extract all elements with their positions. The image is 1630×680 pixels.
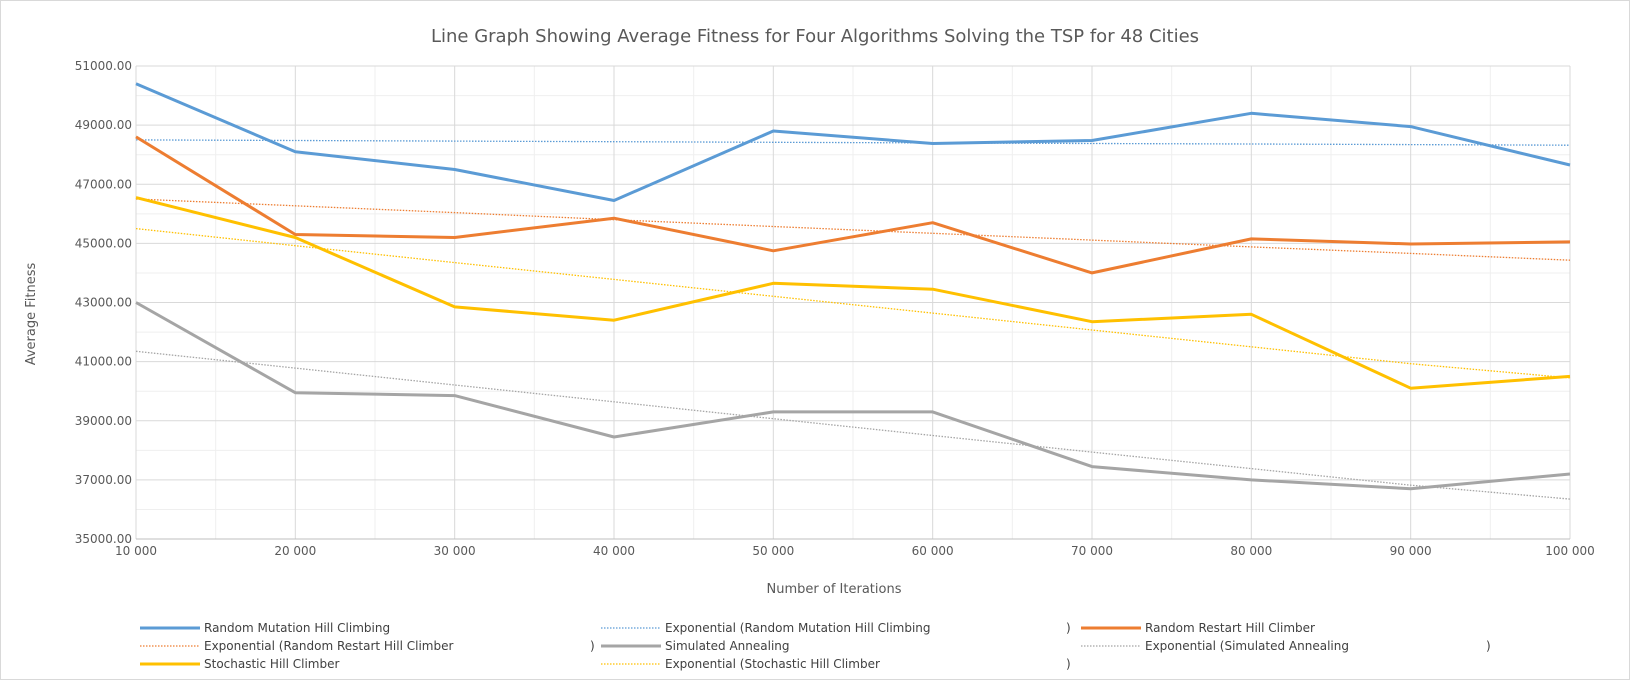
y-tick-label: 51000.00 (75, 59, 132, 73)
series-line-random-mutation-hill-climbing (135, 82, 1571, 202)
legend-label: Exponential (Random Mutation Hill Climbi… (665, 621, 931, 635)
series-line-stochastic-hill-climber (135, 196, 1571, 390)
y-tick-label: 47000.00 (75, 177, 132, 191)
legend-label: Exponential (Simulated Annealing (1145, 639, 1349, 653)
legend: Random Mutation Hill Climbing Exponential… (140, 621, 1491, 671)
x-axis-ticks: 10 000 20 000 30 000 40 000 50 000 60 000 70 0… (115, 544, 1595, 558)
y-tick-label: 49000.00 (75, 118, 132, 132)
chart-title: Line Graph Showing Average Fitness for F… (431, 26, 1199, 47)
y-tick-label: 39000.00 (75, 414, 132, 428)
legend-label: Stochastic Hill Climber (204, 657, 340, 671)
legend-label-suffix: ) (1486, 639, 1491, 653)
series-line-random-restart-hill-climber (135, 135, 1571, 275)
x-tick-label: 40 000 (593, 544, 635, 558)
x-tick-label: 10 000 (115, 544, 157, 558)
x-tick-label: 70 000 (1071, 544, 1113, 558)
y-tick-label: 35000.00 (75, 532, 132, 546)
y-axis-ticks: 35000.00 37000.00 39000.00 41000.00 43000.00… (75, 59, 132, 546)
y-axis-title: Average Fitness (24, 263, 39, 366)
series-line-exponential-stochastic-hill-climber (135, 227, 1571, 379)
series-line-exponential-random-mutation-hill-climbing (135, 139, 1571, 146)
x-axis-title: Number of Iterations (767, 582, 902, 597)
legend-label: Exponential (Random Restart Hill Climber (204, 639, 453, 653)
series-line-exponential-random-restart-hill-climber (135, 198, 1571, 261)
x-tick-label: 50 000 (752, 544, 794, 558)
legend-label-suffix: ) (1066, 657, 1071, 671)
x-tick-label: 20 000 (274, 544, 316, 558)
legend-label: Random Mutation Hill Climbing (204, 621, 390, 635)
legend-label: Simulated Annealing (665, 639, 790, 653)
legend-label: Random Restart Hill Climber (1145, 621, 1315, 635)
major-grid (135, 65, 1571, 540)
series-layer (135, 82, 1571, 500)
series-line-exponential-simulated-annealing (135, 350, 1571, 500)
x-tick-label: 80 000 (1230, 544, 1272, 558)
x-tick-label: 100 000 (1545, 544, 1595, 558)
x-tick-label: 90 000 (1390, 544, 1432, 558)
legend-label: Exponential (Stochastic Hill Climber (665, 657, 880, 671)
y-tick-label: 45000.00 (75, 236, 132, 250)
legend-label-suffix: ) (590, 639, 595, 653)
y-tick-label: 37000.00 (75, 473, 132, 487)
legend-label-suffix: ) (1066, 621, 1071, 635)
series-line-simulated-annealing (135, 301, 1571, 491)
y-tick-label: 43000.00 (75, 296, 132, 310)
x-tick-label: 60 000 (912, 544, 954, 558)
y-tick-label: 41000.00 (75, 355, 132, 369)
x-tick-label: 30 000 (434, 544, 476, 558)
